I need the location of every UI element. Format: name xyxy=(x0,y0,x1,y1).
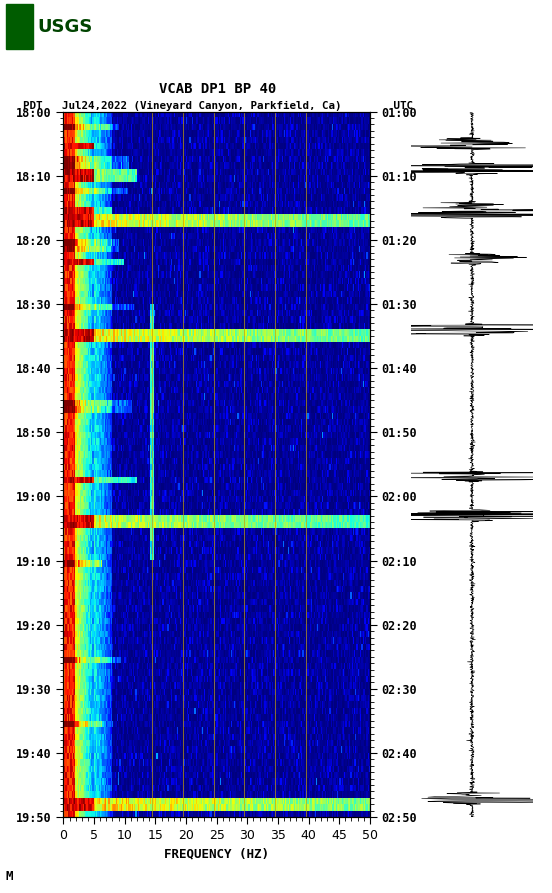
Text: PDT   Jul24,2022 (Vineyard Canyon, Parkfield, Ca)        UTC: PDT Jul24,2022 (Vineyard Canyon, Parkfie… xyxy=(23,101,413,111)
Text: VCAB DP1 BP 40: VCAB DP1 BP 40 xyxy=(160,81,277,96)
X-axis label: FREQUENCY (HZ): FREQUENCY (HZ) xyxy=(164,847,269,861)
Text: M: M xyxy=(6,870,13,882)
Bar xyxy=(6,4,33,49)
Text: USGS: USGS xyxy=(38,18,93,36)
